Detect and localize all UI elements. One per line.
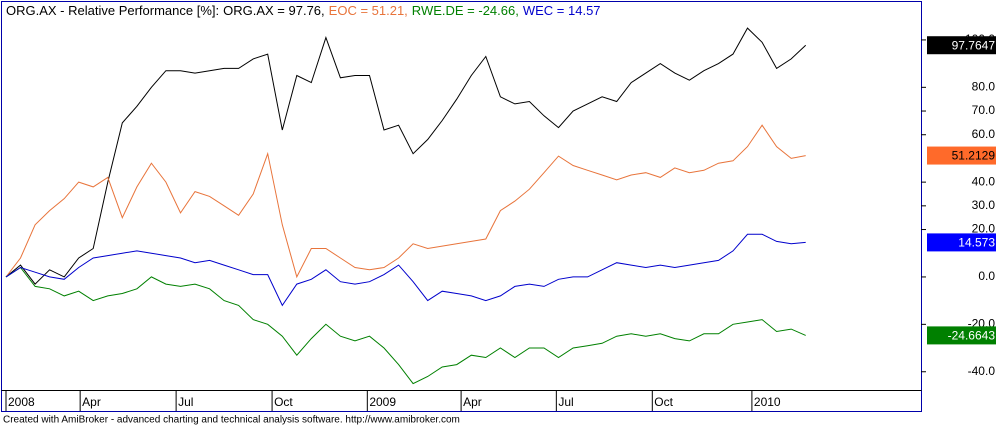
- y-tick-label: 40.0: [972, 174, 996, 188]
- series-line: [5, 124, 806, 279]
- y-tick-label: 60.0: [972, 127, 996, 141]
- y-tick-label: 20.0: [972, 222, 996, 236]
- series-line: [5, 27, 807, 285]
- x-tick-label: 2010: [754, 395, 781, 409]
- last-value-label: 97.7647: [952, 38, 996, 52]
- last-value-box: [927, 326, 996, 345]
- y-tick-label: -40.0: [968, 364, 996, 378]
- y-tick-label: 30.0: [972, 198, 996, 212]
- footer: Created with AmiBroker - advanced charti…: [3, 415, 460, 426]
- y-tick-label: 70.0: [972, 103, 996, 117]
- legend-entry: RWE.DE = -24.66,: [412, 3, 519, 18]
- x-tick-label: Jul: [178, 395, 193, 409]
- legend-entry: WEC = 14.57: [523, 3, 601, 18]
- x-tick-label: Oct: [654, 395, 673, 409]
- last-value-box: [927, 36, 996, 55]
- last-value-box: [927, 233, 996, 252]
- x-tick-label: 2009: [369, 395, 396, 409]
- y-tick-label: 80.0: [972, 79, 996, 93]
- series-line: [5, 266, 806, 385]
- x-tick-label: Oct: [274, 395, 293, 409]
- x-tick-label: Apr: [463, 395, 482, 409]
- y-tick-label: 0.0: [978, 269, 995, 283]
- x-tick-label: Apr: [82, 395, 101, 409]
- x-tick-label: Jul: [558, 395, 573, 409]
- last-value-label: 14.573: [958, 236, 995, 250]
- series-line: [5, 233, 806, 307]
- legend-entry: ORG.AX = 97.76,: [223, 3, 325, 18]
- last-value-box: [927, 146, 996, 165]
- chart-title: ORG.AX - Relative Performance [%]: ORG.AX…: [6, 3, 601, 18]
- legend-entry: EOC = 51.21,: [329, 3, 408, 18]
- last-value-label: -24.6643: [948, 329, 996, 343]
- title-text: ORG.AX - Relative Performance [%]:: [6, 3, 219, 18]
- last-value-label: 51.2129: [952, 149, 996, 163]
- x-tick-label: 2008: [8, 395, 35, 409]
- plot-frame: [1, 1, 922, 412]
